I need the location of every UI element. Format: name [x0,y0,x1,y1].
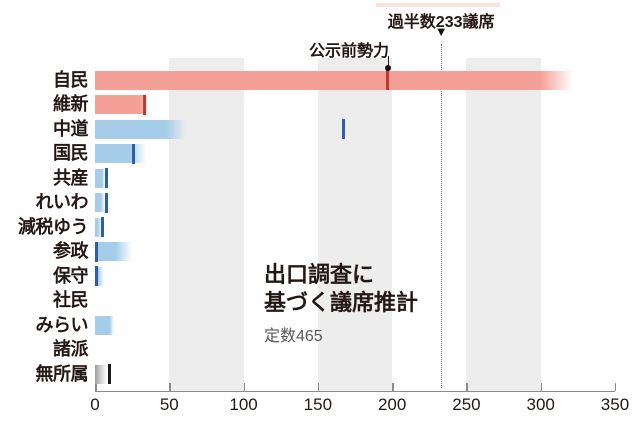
chart-subtitle-total-seats: 定数465 [264,328,323,345]
party-bar [95,168,106,188]
x-axis-tick-label: 100 [229,395,258,414]
pre-election-pointer-line [387,56,389,66]
party-bar [95,144,146,163]
majority-line [441,44,443,388]
x-axis-tick-label: 0 [90,395,100,414]
majority-annotation: 過半数233議席 [387,14,495,31]
party-bar [95,193,106,212]
party-label: 国民 [53,143,89,163]
background-stripe [317,58,393,391]
party-label: 維新 [53,94,89,114]
x-axis-tick-label: 350 [600,395,630,414]
pre-election-pointer-dot [384,65,391,71]
pre-election-tick [108,364,112,384]
x-axis-tick [243,383,246,391]
pre-election-tick [132,143,136,164]
pre-election-tick [94,266,98,286]
background-stripe [466,58,541,391]
x-axis-line [95,391,615,392]
pre-election-annotation: 公示前勢力 [309,43,390,60]
party-bar [95,266,104,286]
x-axis-tick [614,383,617,391]
party-bar [95,217,103,237]
party-label: 自民 [53,69,89,90]
party-label: 参政 [53,241,89,261]
cropped-text-remnant [376,3,500,7]
party-bar [95,364,107,384]
party-bar [95,95,149,114]
party-label: 共産 [53,167,89,188]
x-axis-tick [540,383,543,391]
pre-election-tick [386,70,390,90]
x-axis-tick [317,383,320,391]
party-label: 減税ゆう [18,216,89,237]
party-bar [95,70,574,90]
x-axis-tick-label: 250 [452,395,481,414]
party-bar [95,119,186,139]
party-label: 諸派 [53,339,89,359]
x-axis-tick [466,383,468,391]
pre-election-tick [142,94,146,115]
party-label: れいわ [35,192,89,212]
party-label: 保守 [53,265,89,286]
chart-title-block: 出口調査に 基づく議席推計 定数465 [264,261,418,346]
pre-election-tick [105,168,109,188]
x-axis-tick-label: 150 [303,395,333,414]
x-axis-tick-label: 50 [159,395,179,414]
x-axis-tick-label: 300 [526,395,555,414]
party-label: 無所属 [35,363,89,384]
party-bar [95,315,115,335]
x-axis-tick [169,383,171,391]
x-axis-tick-label: 200 [377,395,407,414]
party-label: 社民 [53,290,89,310]
chart-title-line2: 基づく議席推計 [264,290,419,315]
pre-election-tick [94,241,98,262]
party-bar [95,242,133,261]
pre-election-tick [105,192,109,213]
x-axis-tick [392,383,394,391]
x-axis-tick [95,383,97,391]
party-label: みらい [35,314,89,335]
pre-election-tick [341,119,345,139]
chart-title-line1: 出口調査に [264,262,375,287]
background-stripe [169,58,244,391]
majority-marker-icon: ▼ [434,24,448,39]
pre-election-tick [100,217,104,237]
party-label: 中道 [53,118,89,139]
